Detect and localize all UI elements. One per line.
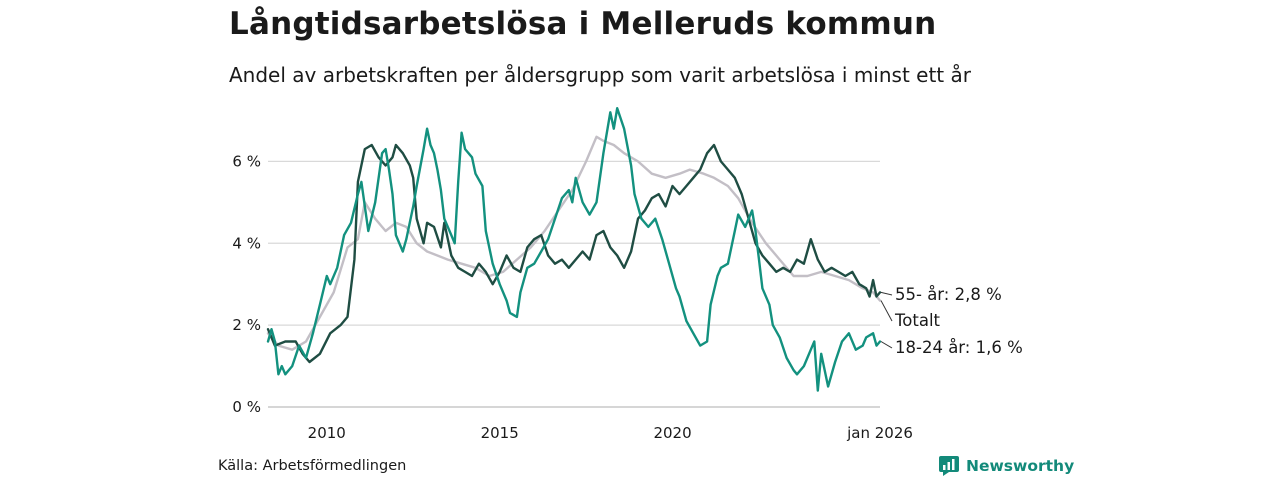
y-tick-label: 2 % — [232, 316, 261, 334]
x-tick-label: jan 2026 — [846, 424, 913, 442]
series-line — [266, 107, 882, 392]
y-tick-label: 6 % — [232, 152, 261, 170]
chart-title: Långtidsarbetslösa i Melleruds kommun — [229, 6, 937, 42]
y-tick-label: 4 % — [232, 234, 261, 252]
series-end-label: Totalt — [894, 311, 941, 330]
end-label-leader — [880, 291, 893, 296]
series-end-label: 55- år: 2,8 % — [895, 285, 1002, 304]
end-label-leader — [880, 341, 893, 349]
brand-logo: Newsworthy — [938, 455, 1074, 477]
series-end-label: 18-24 år: 1,6 % — [895, 338, 1023, 357]
source-note: Källa: Arbetsförmedlingen — [218, 458, 407, 474]
newsworthy-icon — [939, 456, 959, 476]
x-tick-label: 2010 — [308, 424, 346, 442]
series-line — [266, 135, 882, 351]
x-tick-label: 2020 — [653, 424, 691, 442]
y-tick-label: 0 % — [232, 398, 261, 416]
end-label-leader — [880, 300, 893, 322]
x-tick-label: 2015 — [481, 424, 519, 442]
chart-subtitle: Andel av arbetskraften per åldersgrupp s… — [229, 63, 971, 87]
series-group — [266, 107, 882, 392]
brand-name: Newsworthy — [966, 457, 1075, 475]
series-line — [266, 143, 882, 364]
grid — [268, 160, 880, 408]
labels: 0 % 2 % 4 % 6 % 2010 2015 2020 jan 2026 Totalt 55… — [232, 152, 1022, 442]
